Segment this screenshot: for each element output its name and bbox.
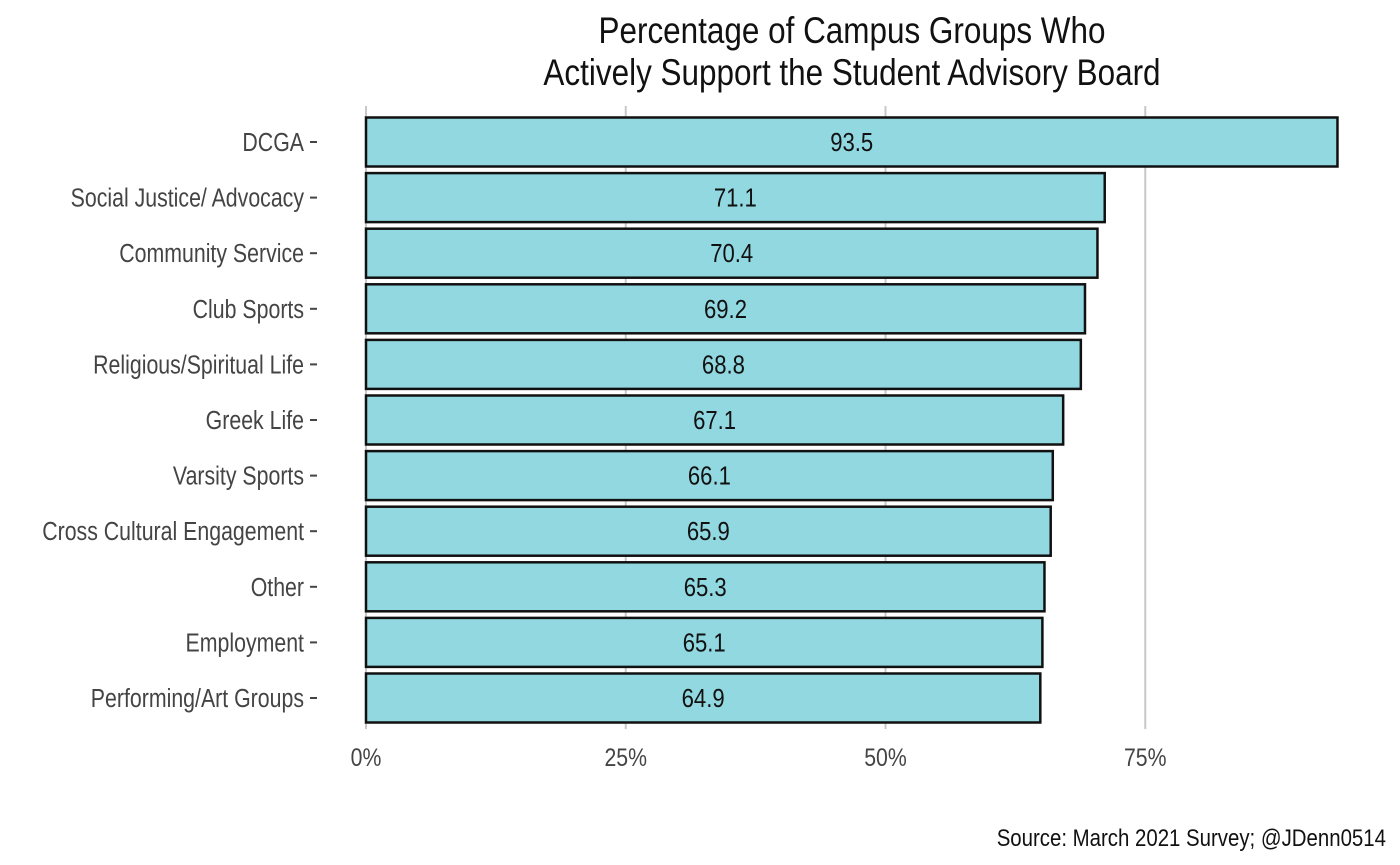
x-tick-label: 25% bbox=[604, 743, 647, 771]
bar bbox=[364, 338, 1083, 391]
chart-title-line-1: Percentage of Campus Groups Who bbox=[598, 10, 1106, 51]
data-label: 69.2 bbox=[704, 295, 747, 324]
data-label: 64.9 bbox=[682, 684, 725, 713]
data-label: 70.4 bbox=[710, 240, 753, 269]
chart-title: Percentage of Campus Groups Who Actively… bbox=[417, 10, 1287, 94]
data-label: 67.1 bbox=[693, 406, 736, 435]
category-label: Religious/Spiritual Life bbox=[93, 350, 304, 380]
bar bbox=[364, 505, 1052, 557]
data-label: 66.1 bbox=[688, 462, 731, 491]
x-tick-label: 50% bbox=[864, 743, 907, 771]
bar bbox=[364, 171, 1106, 224]
category-label: Club Sports bbox=[193, 295, 304, 325]
category-label: Other bbox=[251, 573, 304, 603]
category-label: DCGA bbox=[242, 128, 304, 158]
category-label: Greek Life bbox=[206, 406, 304, 436]
category-label: Social Justice/ Advocacy bbox=[71, 184, 304, 214]
data-label: 71.1 bbox=[714, 184, 757, 213]
source-caption: Source: March 2021 Survey; @JDenn0514 bbox=[996, 825, 1386, 852]
bar bbox=[364, 116, 1339, 168]
category-label: Performing/Art Groups bbox=[91, 684, 304, 714]
x-tick-label: 75% bbox=[1124, 743, 1167, 771]
data-label: 65.9 bbox=[687, 518, 730, 547]
bar bbox=[364, 394, 1065, 446]
data-label: 65.1 bbox=[683, 629, 726, 658]
category-label: Community Service bbox=[119, 239, 304, 269]
data-label: 65.3 bbox=[684, 573, 727, 602]
bar bbox=[364, 561, 1046, 613]
bar bbox=[364, 283, 1087, 335]
bar bbox=[364, 449, 1055, 502]
category-label: Varsity Sports bbox=[173, 462, 304, 492]
axes: 0% 25% 50% 75% DCGA Social Justice/ Advocacy C… bbox=[42, 128, 1166, 771]
bar bbox=[364, 672, 1042, 724]
category-label: Cross Cultural Engagement bbox=[42, 517, 304, 547]
bar bbox=[364, 227, 1099, 279]
data-label: 68.8 bbox=[702, 351, 745, 380]
data-label: 93.5 bbox=[830, 128, 873, 157]
chart-title-line-2: Actively Support the Student Advisory Bo… bbox=[543, 52, 1161, 93]
bar bbox=[364, 616, 1044, 669]
bars: 93.5 71.1 70.4 69.2 68.8 67.1 66.1 65.9 65.3 65.1… bbox=[364, 116, 1339, 724]
x-tick-label: 0% bbox=[351, 743, 382, 771]
category-label: Employment bbox=[186, 628, 305, 658]
